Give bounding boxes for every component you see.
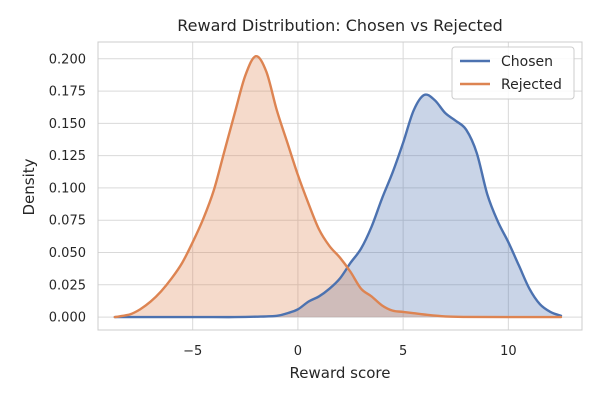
density-line-chosen <box>113 93 563 319</box>
y-axis-ticks: 0.000 0.025 0.050 0.075 0.100 0.125 0.150 0.175… <box>49 52 86 325</box>
x-tick-label: 10 <box>500 344 517 359</box>
x-tick-label: −5 <box>183 344 202 359</box>
legend: Chosen Rejected <box>451 46 575 100</box>
y-tick-label: 0.100 <box>49 181 86 196</box>
legend-label-rejected: Rejected <box>501 77 562 93</box>
y-tick-label: 0.175 <box>49 85 86 100</box>
chart-title: Reward Distribution: Chosen vs Rejected <box>177 16 503 35</box>
y-tick-label: 0.075 <box>49 214 86 229</box>
density-line-rejected <box>113 55 563 319</box>
y-tick-label: 0.050 <box>49 246 86 261</box>
x-axis-label: Reward score <box>290 364 391 382</box>
legend-label-chosen: Chosen <box>501 54 553 70</box>
density-lines <box>113 55 563 319</box>
x-axis-ticks: −5 0 5 10 <box>183 344 517 359</box>
y-tick-label: 0.000 <box>49 311 86 326</box>
y-tick-label: 0.125 <box>49 149 86 164</box>
y-axis-label: Density <box>20 158 38 215</box>
x-tick-label: 5 <box>399 344 407 359</box>
density-area-chosen <box>114 94 561 318</box>
y-tick-label: 0.025 <box>49 278 86 293</box>
y-tick-label: 0.150 <box>49 117 86 132</box>
density-areas <box>114 56 561 318</box>
plot-frame <box>97 41 583 331</box>
density-area-rejected <box>114 56 561 318</box>
x-tick-label: 0 <box>294 344 302 359</box>
y-tick-label: 0.200 <box>49 52 86 67</box>
